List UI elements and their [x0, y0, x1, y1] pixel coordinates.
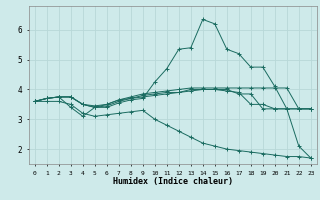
X-axis label: Humidex (Indice chaleur): Humidex (Indice chaleur) [113, 177, 233, 186]
